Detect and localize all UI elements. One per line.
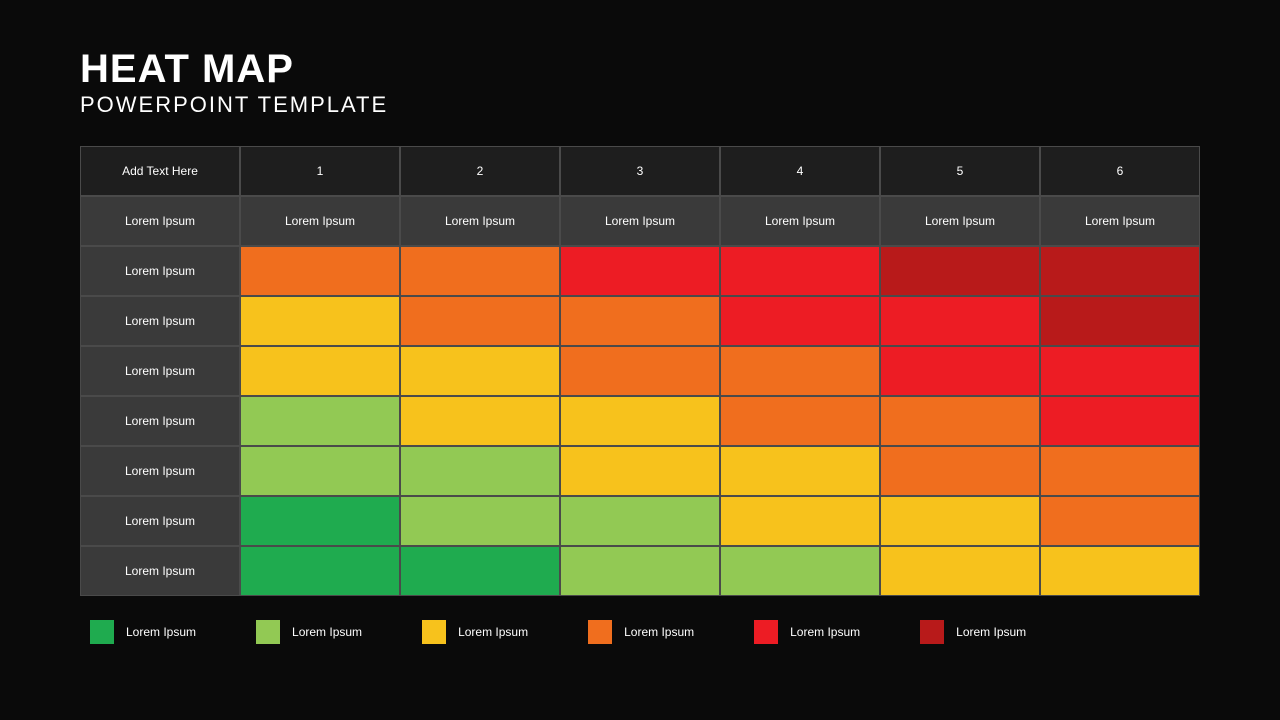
legend-swatch: [256, 620, 280, 644]
heat-cell: [720, 446, 880, 496]
col-number: 2: [400, 146, 560, 196]
heat-cell: [880, 246, 1040, 296]
heat-cell: [560, 346, 720, 396]
legend: Lorem Ipsum Lorem Ipsum Lorem Ipsum Lore…: [80, 620, 1200, 644]
row-label: Lorem Ipsum: [80, 496, 240, 546]
heat-cell: [400, 396, 560, 446]
heat-cell: [560, 546, 720, 596]
legend-item: Lorem Ipsum: [754, 620, 860, 644]
heat-cell: [400, 446, 560, 496]
heat-cell: [720, 546, 880, 596]
heat-cell: [720, 496, 880, 546]
heat-cell: [240, 546, 400, 596]
legend-label: Lorem Ipsum: [458, 625, 528, 639]
table-row: Lorem Ipsum: [80, 246, 1200, 296]
corner-cell: Add Text Here: [80, 146, 240, 196]
col-number: 1: [240, 146, 400, 196]
legend-swatch: [422, 620, 446, 644]
legend-item: Lorem Ipsum: [588, 620, 694, 644]
col-number: 6: [1040, 146, 1200, 196]
heat-cell: [1040, 446, 1200, 496]
heat-cell: [560, 246, 720, 296]
heat-cell: [1040, 346, 1200, 396]
col-label: Lorem Ipsum: [560, 196, 720, 246]
legend-swatch: [588, 620, 612, 644]
slide-subtitle: POWERPOINT TEMPLATE: [80, 92, 1200, 118]
row-label: Lorem Ipsum: [80, 296, 240, 346]
heat-cell: [560, 446, 720, 496]
legend-item: Lorem Ipsum: [90, 620, 196, 644]
heat-cell: [1040, 496, 1200, 546]
heat-cell: [560, 296, 720, 346]
col-label: Lorem Ipsum: [400, 196, 560, 246]
heat-cell: [880, 346, 1040, 396]
heat-cell: [240, 496, 400, 546]
heat-cell: [400, 296, 560, 346]
col-label: Lorem Ipsum: [720, 196, 880, 246]
slide: HEAT MAP POWERPOINT TEMPLATE Add Text He…: [0, 0, 1280, 720]
header-row-numbers: Add Text Here 1 2 3 4 5 6: [80, 146, 1200, 196]
legend-label: Lorem Ipsum: [126, 625, 196, 639]
col-label: Lorem Ipsum: [80, 196, 240, 246]
heat-cell: [720, 396, 880, 446]
heatmap-table: Add Text Here 1 2 3 4 5 6 Lorem Ipsum Lo…: [80, 146, 1200, 596]
col-label: Lorem Ipsum: [240, 196, 400, 246]
heat-cell: [240, 396, 400, 446]
heat-cell: [1040, 396, 1200, 446]
row-label: Lorem Ipsum: [80, 546, 240, 596]
legend-label: Lorem Ipsum: [956, 625, 1026, 639]
table-row: Lorem Ipsum: [80, 396, 1200, 446]
legend-item: Lorem Ipsum: [256, 620, 362, 644]
row-label: Lorem Ipsum: [80, 346, 240, 396]
header-row-labels: Lorem Ipsum Lorem Ipsum Lorem Ipsum Lore…: [80, 196, 1200, 246]
heat-cell: [400, 246, 560, 296]
heat-cell: [560, 496, 720, 546]
row-label: Lorem Ipsum: [80, 446, 240, 496]
legend-item: Lorem Ipsum: [920, 620, 1026, 644]
heat-cell: [400, 546, 560, 596]
heat-cell: [560, 396, 720, 446]
table-row: Lorem Ipsum: [80, 346, 1200, 396]
table-row: Lorem Ipsum: [80, 546, 1200, 596]
legend-swatch: [920, 620, 944, 644]
row-label: Lorem Ipsum: [80, 396, 240, 446]
heat-cell: [720, 346, 880, 396]
heat-cell: [240, 246, 400, 296]
legend-label: Lorem Ipsum: [292, 625, 362, 639]
row-label: Lorem Ipsum: [80, 246, 240, 296]
heat-cell: [880, 296, 1040, 346]
legend-swatch: [90, 620, 114, 644]
legend-item: Lorem Ipsum: [422, 620, 528, 644]
table-row: Lorem Ipsum: [80, 446, 1200, 496]
heat-cell: [240, 346, 400, 396]
table-row: Lorem Ipsum: [80, 296, 1200, 346]
heat-cell: [720, 296, 880, 346]
col-number: 3: [560, 146, 720, 196]
col-number: 5: [880, 146, 1040, 196]
heat-cell: [880, 396, 1040, 446]
heat-cell: [880, 496, 1040, 546]
heat-cell: [1040, 296, 1200, 346]
heat-cell: [400, 496, 560, 546]
slide-title: HEAT MAP: [80, 48, 1200, 90]
table-row: Lorem Ipsum: [80, 496, 1200, 546]
legend-swatch: [754, 620, 778, 644]
heat-cell: [1040, 246, 1200, 296]
heat-cell: [720, 246, 880, 296]
col-label: Lorem Ipsum: [1040, 196, 1200, 246]
heat-cell: [1040, 546, 1200, 596]
col-number: 4: [720, 146, 880, 196]
legend-label: Lorem Ipsum: [790, 625, 860, 639]
heat-cell: [400, 346, 560, 396]
legend-label: Lorem Ipsum: [624, 625, 694, 639]
col-label: Lorem Ipsum: [880, 196, 1040, 246]
heat-cell: [880, 446, 1040, 496]
heat-cell: [240, 296, 400, 346]
heat-cell: [240, 446, 400, 496]
heat-cell: [880, 546, 1040, 596]
